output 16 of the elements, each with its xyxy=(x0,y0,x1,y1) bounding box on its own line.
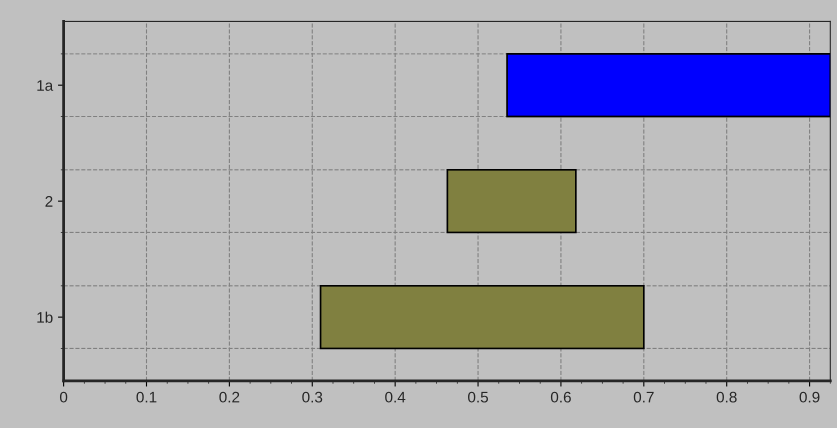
x-tick-label: 0.1 xyxy=(136,392,156,403)
x-tick-label: 0.2 xyxy=(219,392,240,403)
x-tick-label: 0.4 xyxy=(385,392,406,403)
bar xyxy=(446,169,577,234)
x-tick-label: 0.6 xyxy=(550,392,571,403)
y-tick-label: 2 xyxy=(45,196,52,207)
x-tick-label: 0.5 xyxy=(468,392,488,403)
y-tick-label: 1b xyxy=(37,312,53,323)
bar xyxy=(506,53,830,118)
x-tick-label: 0.3 xyxy=(302,392,322,403)
x-tick-label: 0 xyxy=(60,392,68,403)
x-tick-label: 0.8 xyxy=(716,392,737,403)
x-tick-label: 0.9 xyxy=(800,392,820,403)
bar xyxy=(320,284,645,350)
y-tick-label: 1a xyxy=(37,80,54,91)
x-tick-label: 0.7 xyxy=(634,392,654,403)
